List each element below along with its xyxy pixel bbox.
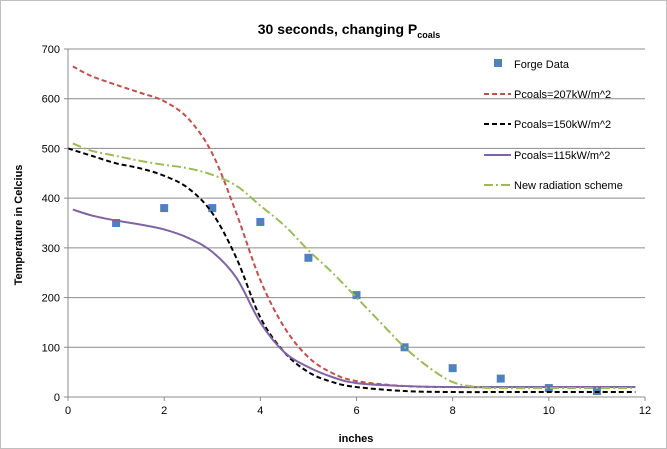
legend-item: Pcoals=115kW/m^2	[484, 150, 610, 162]
axes	[64, 48, 646, 401]
x-tick-label: 0	[65, 405, 71, 417]
series-forge-data	[112, 204, 601, 396]
data-point	[208, 204, 217, 213]
legend-label: New radiation scheme	[514, 180, 623, 192]
y-tick-label: 400	[42, 193, 60, 205]
x-tick-label: 6	[353, 405, 359, 417]
y-tick-label: 300	[42, 243, 60, 255]
data-point	[256, 218, 265, 227]
x-tick-label: 10	[543, 405, 555, 417]
data-point	[352, 291, 361, 300]
legend-marker	[494, 59, 502, 67]
y-tick-label: 200	[42, 293, 60, 305]
x-axis-label: inches	[339, 433, 374, 445]
legend-item: Pcoals=207kW/m^2	[484, 89, 611, 101]
legend: Forge Data Pcoals=207kW/m^2 Pcoals=150kW/m…	[484, 59, 623, 192]
y-tick-label: 0	[54, 392, 60, 404]
y-tick-label: 100	[42, 342, 60, 354]
data-point	[496, 374, 505, 383]
x-tick-label: 8	[450, 405, 456, 417]
legend-item: Forge Data	[494, 59, 570, 71]
data-point	[112, 219, 121, 227]
legend-label: Forge Data	[514, 59, 570, 71]
legend-label: Pcoals=115kW/m^2	[514, 150, 610, 162]
series-layer	[67, 65, 636, 396]
x-tick-label: 12	[639, 405, 651, 417]
data-point	[160, 204, 169, 213]
tick-labels: 0 100 200 300 400 500 600 700 0 2 4 6 8 10 12	[42, 44, 651, 417]
legend-label: Pcoals=207kW/m^2	[514, 89, 611, 101]
gridlines	[68, 48, 645, 348]
legend-item: New radiation scheme	[484, 180, 623, 192]
chart-title: 30 seconds, changing Pcoals	[258, 21, 441, 40]
y-tick-label: 500	[42, 143, 60, 155]
x-tick-label: 2	[161, 405, 167, 417]
series-line-2	[67, 147, 636, 394]
data-point	[304, 253, 313, 262]
legend-item: Pcoals=150kW/m^2	[484, 119, 611, 131]
legend-label: Pcoals=150kW/m^2	[514, 119, 611, 131]
series-line-4	[72, 142, 636, 390]
data-point	[448, 364, 457, 373]
y-tick-label: 600	[42, 94, 60, 106]
y-axis-label: Temperature in Celcius	[13, 165, 25, 286]
y-tick-label: 700	[42, 44, 60, 56]
x-tick-label: 4	[257, 405, 263, 417]
